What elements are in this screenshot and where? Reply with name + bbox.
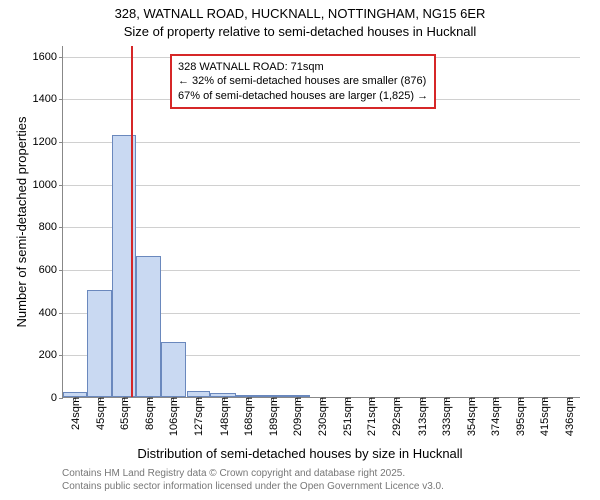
xtick-label: 209sqm xyxy=(290,397,304,436)
chart-title-line1: 328, WATNALL ROAD, HUCKNALL, NOTTINGHAM,… xyxy=(0,6,600,21)
footnote-line2: Contains public sector information licen… xyxy=(62,481,444,494)
y-axis-label: Number of semi-detached properties xyxy=(14,117,29,328)
xtick-label: 395sqm xyxy=(513,397,527,436)
gridline xyxy=(63,142,580,143)
xtick-label: 415sqm xyxy=(537,397,551,436)
xtick-label: 127sqm xyxy=(191,397,205,436)
ytick-label: 600 xyxy=(39,264,63,276)
xtick-label: 106sqm xyxy=(166,397,180,436)
xtick-label: 374sqm xyxy=(488,397,502,436)
marker-annotation: 328 WATNALL ROAD: 71sqm ← 32% of semi-de… xyxy=(170,54,436,109)
ytick-label: 1600 xyxy=(33,51,63,63)
xtick-label: 65sqm xyxy=(117,397,131,430)
plot-area: 0200400600800100012001400160024sqm45sqm6… xyxy=(62,46,580,398)
histogram-bar xyxy=(136,256,161,397)
xtick-label: 436sqm xyxy=(562,397,576,436)
ytick-label: 200 xyxy=(39,349,63,361)
histogram-bar xyxy=(87,290,112,397)
annotation-line3: 67% of semi-detached houses are larger (… xyxy=(178,89,428,103)
ytick-label: 1200 xyxy=(33,136,63,148)
chart-footnote: Contains HM Land Registry data © Crown c… xyxy=(62,468,444,493)
xtick-label: 313sqm xyxy=(415,397,429,436)
xtick-label: 86sqm xyxy=(142,397,156,430)
chart-title-line2: Size of property relative to semi-detach… xyxy=(0,24,600,39)
footnote-line1: Contains HM Land Registry data © Crown c… xyxy=(62,468,444,481)
xtick-label: 333sqm xyxy=(439,397,453,436)
annotation-line1: 328 WATNALL ROAD: 71sqm xyxy=(178,60,428,74)
marker-line xyxy=(131,46,133,397)
xtick-label: 251sqm xyxy=(340,397,354,436)
xtick-label: 271sqm xyxy=(364,397,378,436)
ytick-label: 1000 xyxy=(33,179,63,191)
xtick-label: 45sqm xyxy=(93,397,107,430)
chart-container: 328, WATNALL ROAD, HUCKNALL, NOTTINGHAM,… xyxy=(0,0,600,500)
gridline xyxy=(63,227,580,228)
xtick-label: 292sqm xyxy=(389,397,403,436)
xtick-label: 168sqm xyxy=(241,397,255,436)
histogram-bar xyxy=(161,342,186,397)
ytick-label: 800 xyxy=(39,221,63,233)
ytick-label: 0 xyxy=(51,392,63,404)
xtick-label: 148sqm xyxy=(217,397,231,436)
xtick-label: 230sqm xyxy=(315,397,329,436)
ytick-label: 400 xyxy=(39,307,63,319)
xtick-label: 24sqm xyxy=(68,397,82,430)
xtick-label: 189sqm xyxy=(266,397,280,436)
x-axis-label: Distribution of semi-detached houses by … xyxy=(0,446,600,461)
xtick-label: 354sqm xyxy=(464,397,478,436)
gridline xyxy=(63,185,580,186)
annotation-line2: ← 32% of semi-detached houses are smalle… xyxy=(178,74,428,88)
ytick-label: 1400 xyxy=(33,93,63,105)
